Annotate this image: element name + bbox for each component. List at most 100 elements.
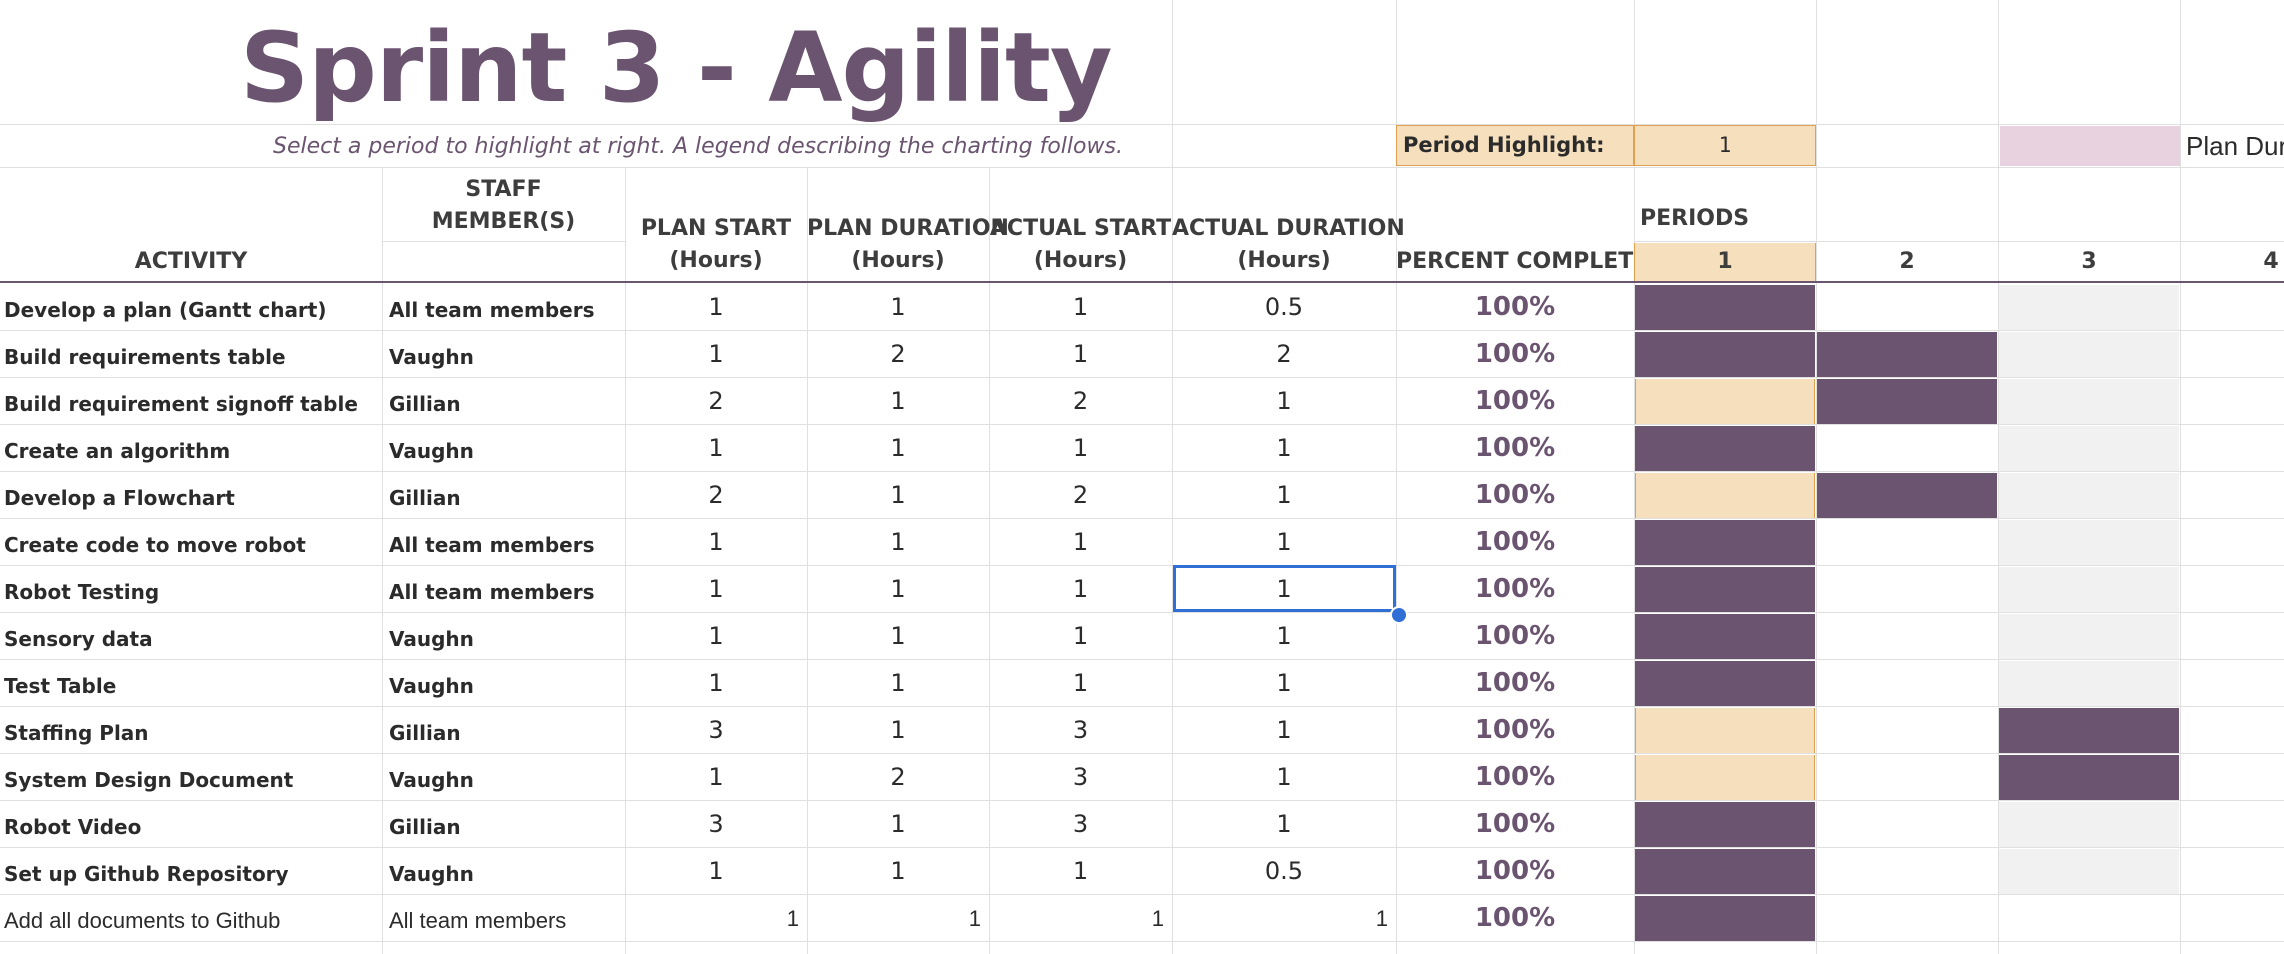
actual-duration-cell[interactable]: 1 — [1276, 669, 1292, 697]
gantt-actual-bar[interactable] — [1635, 896, 1815, 941]
plan-duration-cell[interactable]: 1 — [890, 387, 906, 415]
gantt-actual-bar[interactable] — [1635, 426, 1815, 471]
actual-start-cell[interactable]: 2 — [1072, 481, 1089, 509]
staff-cell[interactable]: Vaughn — [389, 862, 474, 886]
staff-cell[interactable]: All team members — [389, 580, 595, 604]
activity-cell[interactable]: Develop a Flowchart — [4, 486, 235, 510]
plan-duration-cell[interactable]: 2 — [890, 340, 906, 368]
actual-start-cell[interactable]: 3 — [1072, 716, 1089, 744]
plan-duration-cell[interactable]: 1 — [890, 575, 906, 603]
gantt-period-cell[interactable] — [1999, 614, 2179, 659]
gantt-period-cell[interactable] — [1999, 473, 2179, 518]
percent-complete-cell[interactable]: 100% — [1474, 292, 1556, 322]
actual-start-cell[interactable]: 1 — [1072, 622, 1089, 650]
gantt-highlight-cell[interactable] — [1635, 755, 1815, 800]
plan-duration-cell[interactable]: 1 — [890, 669, 906, 697]
plan-start-cell[interactable]: 1 — [708, 857, 724, 885]
plan-start-cell[interactable]: 1 — [786, 906, 799, 931]
percent-complete-cell[interactable]: 100% — [1474, 574, 1556, 604]
plan-duration-cell[interactable]: 1 — [968, 906, 981, 931]
fill-handle[interactable] — [1390, 606, 1408, 624]
actual-duration-cell[interactable]: 1 — [1276, 575, 1292, 603]
percent-complete-cell[interactable]: 100% — [1474, 480, 1556, 510]
activity-cell[interactable]: Set up Github Repository — [4, 862, 289, 886]
staff-cell[interactable]: All team members — [389, 533, 595, 557]
gantt-period-cell[interactable] — [1999, 285, 2179, 330]
gantt-period-cell[interactable] — [1999, 520, 2179, 565]
gantt-actual-bar[interactable] — [1817, 332, 1997, 377]
actual-start-cell[interactable]: 1 — [1072, 575, 1089, 603]
actual-duration-cell[interactable]: 1 — [1276, 810, 1292, 838]
percent-complete-cell[interactable]: 100% — [1474, 856, 1556, 886]
plan-duration-cell[interactable]: 1 — [890, 810, 906, 838]
staff-cell[interactable]: All team members — [389, 908, 567, 933]
gantt-actual-bar[interactable] — [1635, 614, 1815, 659]
actual-duration-cell[interactable]: 1 — [1276, 481, 1292, 509]
actual-duration-cell[interactable]: 1 — [1276, 716, 1292, 744]
activity-cell[interactable]: Robot Testing — [4, 580, 160, 604]
staff-cell[interactable]: Gillian — [389, 721, 461, 745]
percent-complete-cell[interactable]: 100% — [1474, 809, 1556, 839]
gantt-period-cell[interactable] — [1999, 332, 2179, 377]
gantt-actual-bar[interactable] — [1817, 473, 1997, 518]
gantt-actual-bar[interactable] — [1635, 520, 1815, 565]
plan-duration-cell[interactable]: 1 — [890, 481, 906, 509]
gantt-actual-bar[interactable] — [1817, 379, 1997, 424]
actual-start-cell[interactable]: 3 — [1072, 810, 1089, 838]
activity-cell[interactable]: Build requirements table — [4, 345, 286, 369]
actual-start-cell[interactable]: 1 — [1072, 293, 1089, 321]
actual-start-cell[interactable]: 1 — [1072, 857, 1089, 885]
activity-cell[interactable]: System Design Document — [4, 768, 294, 792]
plan-start-cell[interactable]: 1 — [708, 528, 724, 556]
gantt-highlight-cell[interactable] — [1635, 708, 1815, 753]
actual-duration-cell[interactable]: 1 — [1276, 622, 1292, 650]
percent-complete-cell[interactable]: 100% — [1474, 715, 1556, 745]
plan-duration-cell[interactable]: 1 — [890, 528, 906, 556]
plan-duration-cell[interactable]: 1 — [890, 434, 906, 462]
plan-duration-cell[interactable]: 1 — [890, 622, 906, 650]
actual-duration-cell[interactable]: 1 — [1276, 434, 1292, 462]
gantt-actual-bar[interactable] — [1999, 755, 2179, 800]
selected-cell-outline[interactable] — [1173, 565, 1396, 612]
actual-start-cell[interactable]: 1 — [1072, 434, 1089, 462]
actual-duration-cell[interactable]: 0.5 — [1264, 293, 1304, 321]
plan-duration-cell[interactable]: 1 — [890, 857, 906, 885]
plan-duration-cell[interactable]: 1 — [890, 293, 906, 321]
staff-cell[interactable]: Vaughn — [389, 345, 474, 369]
percent-complete-cell[interactable]: 100% — [1474, 386, 1556, 416]
actual-start-cell[interactable]: 3 — [1072, 763, 1089, 791]
activity-cell[interactable]: Create code to move robot — [4, 533, 306, 557]
activity-cell[interactable]: Build requirement signoff table — [4, 392, 358, 416]
staff-cell[interactable]: Gillian — [389, 392, 461, 416]
actual-start-cell[interactable]: 1 — [1151, 906, 1164, 931]
plan-duration-cell[interactable]: 1 — [890, 716, 906, 744]
gantt-period-cell[interactable] — [1999, 802, 2179, 847]
plan-start-cell[interactable]: 1 — [708, 340, 724, 368]
gantt-actual-bar[interactable] — [1635, 567, 1815, 612]
activity-cell[interactable]: Staffing Plan — [4, 721, 149, 745]
gantt-period-cell[interactable] — [1999, 849, 2179, 894]
gantt-actual-bar[interactable] — [1635, 285, 1815, 330]
percent-complete-cell[interactable]: 100% — [1474, 903, 1556, 933]
gantt-actual-bar[interactable] — [1635, 802, 1815, 847]
staff-cell[interactable]: All team members — [389, 298, 595, 322]
activity-cell[interactable]: Create an algorithm — [4, 439, 231, 463]
gantt-highlight-cell[interactable] — [1635, 379, 1815, 424]
actual-start-cell[interactable]: 1 — [1072, 528, 1089, 556]
actual-duration-cell[interactable]: 1 — [1276, 387, 1292, 415]
activity-cell[interactable]: Add all documents to Github — [4, 908, 281, 933]
actual-duration-cell[interactable]: 2 — [1276, 340, 1292, 368]
plan-start-cell[interactable]: 2 — [708, 387, 724, 415]
plan-start-cell[interactable]: 1 — [708, 293, 724, 321]
gantt-actual-bar[interactable] — [1635, 849, 1815, 894]
actual-duration-cell[interactable]: 1 — [1276, 763, 1292, 791]
plan-start-cell[interactable]: 2 — [708, 481, 724, 509]
gantt-period-cell[interactable] — [1999, 426, 2179, 471]
plan-start-cell[interactable]: 3 — [708, 810, 724, 838]
staff-cell[interactable]: Vaughn — [389, 439, 474, 463]
staff-cell[interactable]: Gillian — [389, 486, 461, 510]
percent-complete-cell[interactable]: 100% — [1474, 762, 1556, 792]
activity-cell[interactable]: Sensory data — [4, 627, 153, 651]
staff-cell[interactable]: Vaughn — [389, 627, 474, 651]
gantt-actual-bar[interactable] — [1999, 708, 2179, 753]
